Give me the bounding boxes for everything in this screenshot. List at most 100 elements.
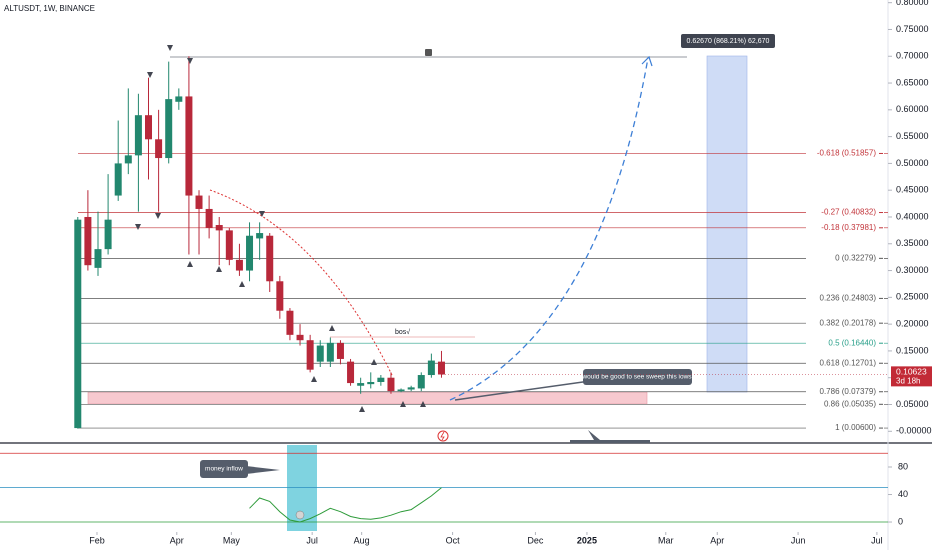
fib-label-bg [806, 252, 884, 265]
marker [187, 261, 193, 267]
marker [187, 58, 193, 64]
annotation: bos√ [395, 328, 410, 336]
candle-body [155, 139, 163, 159]
fib-label: -0.18 (0.37981) [821, 223, 876, 232]
signal-icon [295, 510, 305, 520]
alert-bolt [440, 431, 445, 441]
note-box [200, 460, 248, 478]
trend-curve [209, 189, 393, 376]
target-label-bg [681, 34, 775, 48]
fib-label-bg [806, 337, 884, 350]
y-tick-label: 0.40000 [896, 211, 929, 221]
candle-body [246, 235, 254, 271]
marker [216, 266, 222, 272]
fib-label-bg [806, 147, 884, 160]
candle-body [407, 387, 415, 390]
y-tick-label: 0.55000 [896, 131, 929, 141]
fib-label-bg [806, 398, 884, 411]
x-tick-label: Aug [354, 535, 370, 545]
y-tick-label: 0.15000 [896, 345, 929, 355]
marker [155, 213, 161, 219]
candle-body [286, 310, 294, 335]
projection-arrow [641, 55, 653, 67]
fib-label-bg [806, 422, 884, 435]
ghost-callout [570, 430, 650, 443]
candle-body [397, 389, 405, 392]
marker [420, 401, 426, 407]
candle-body [84, 216, 92, 266]
fib-label: 0.5 (0.16440) [828, 338, 876, 347]
marker [359, 406, 365, 412]
y-tick-label: 0.60000 [896, 104, 929, 114]
y-tick-label: 0 [898, 516, 903, 526]
y-tick-label: 0.50000 [896, 158, 929, 168]
y-tick-label: 0.30000 [896, 265, 929, 275]
y-tick-label: 0.75000 [896, 24, 929, 34]
price-box [891, 366, 932, 387]
x-tick-label: Jul [871, 535, 883, 545]
y-tick-label: 0.70000 [896, 51, 929, 61]
candle-body [195, 195, 203, 209]
candle-body [437, 361, 445, 375]
fib-label: 0.618 (0.12701) [820, 358, 877, 367]
candle-body [377, 377, 385, 382]
marker [371, 359, 377, 365]
x-tick-label: Apr [710, 535, 724, 545]
candle-body [306, 340, 314, 370]
candle-body [104, 219, 112, 250]
marker [239, 281, 245, 287]
fib-label: 0.236 (0.24803) [820, 294, 877, 303]
fib-label: 0.86 (0.05035) [824, 399, 876, 408]
candle-body [256, 233, 264, 239]
note-text: money inflow [205, 466, 243, 473]
projection-curve [449, 57, 649, 401]
candle-body [417, 375, 425, 389]
candle-body [94, 249, 102, 268]
fib-label-bg [806, 221, 884, 234]
x-tick-label: Feb [89, 535, 105, 545]
fib-label: 0 (0.32279) [835, 253, 876, 262]
candle-body [175, 96, 183, 102]
x-tick-label: Oct [446, 535, 461, 545]
x-tick-label: 2025 [577, 535, 597, 545]
callout-text: would be good to see sweep this lows [581, 374, 692, 381]
y-tick-label: 0.80000 [896, 0, 929, 7]
marker [400, 401, 406, 407]
callout [583, 369, 692, 385]
x-tick-label: May [223, 535, 241, 545]
candle-body [336, 342, 344, 359]
candle-body [326, 342, 334, 362]
candle-body [367, 381, 375, 385]
marker [147, 72, 153, 78]
icon [425, 49, 432, 56]
x-tick-label: Jun [791, 535, 806, 545]
fib-label: 1 (0.00600) [835, 423, 876, 432]
y-tick-label: 40 [898, 489, 908, 499]
candle-body [205, 208, 213, 228]
y-tick-label: 80 [898, 461, 908, 471]
candle-body [225, 230, 233, 260]
candle-body [427, 360, 435, 376]
note-pointer [246, 466, 280, 474]
x-tick-label: Dec [527, 535, 544, 545]
candle-body [387, 377, 395, 392]
candle-body [124, 155, 132, 164]
y-tick-label: -0.00000 [896, 426, 932, 436]
candle-body [215, 225, 223, 231]
fib-label: -0.618 (0.51857) [817, 149, 876, 158]
fib-label-bg [806, 357, 884, 370]
y-tick-label: 0.05000 [896, 399, 929, 409]
candle-body [145, 115, 153, 140]
marker [311, 376, 317, 382]
callout-pointer [454, 380, 591, 401]
candle-body [296, 334, 304, 341]
fib-label: 0.786 (0.07379) [820, 387, 877, 396]
sweep-zone [87, 391, 648, 405]
candle-body [266, 235, 274, 282]
candle-body [114, 163, 122, 196]
candle-body [134, 115, 142, 156]
target-zone [706, 55, 748, 393]
candle-body [185, 96, 193, 196]
